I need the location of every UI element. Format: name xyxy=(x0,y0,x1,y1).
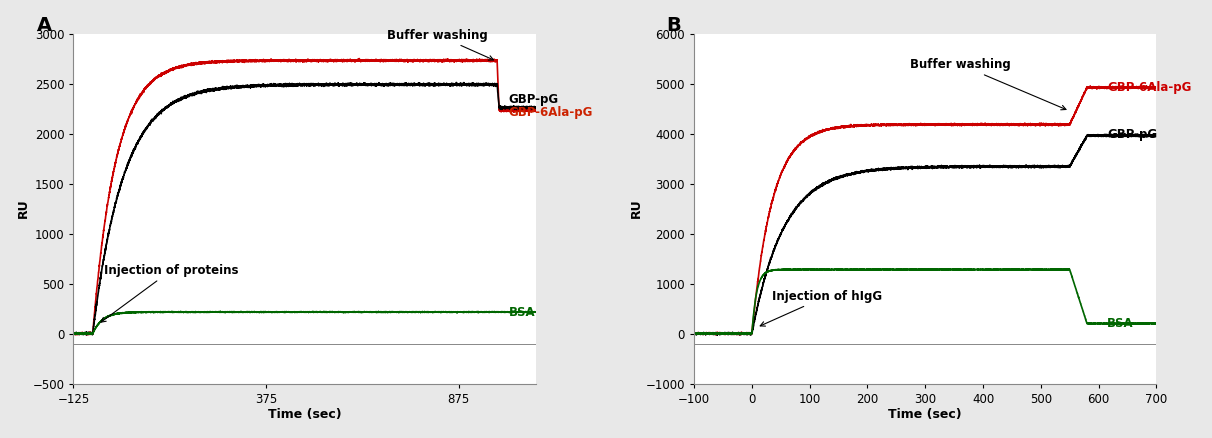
Text: BSA: BSA xyxy=(1108,317,1134,330)
Text: Injection of hIgG: Injection of hIgG xyxy=(760,290,882,326)
Text: B: B xyxy=(667,16,681,35)
Text: GBP-pG: GBP-pG xyxy=(509,93,559,106)
Text: GBP-6Ala-pG: GBP-6Ala-pG xyxy=(509,106,593,119)
Text: Buffer washing: Buffer washing xyxy=(387,28,493,60)
Text: Buffer washing: Buffer washing xyxy=(909,58,1067,110)
X-axis label: Time (sec): Time (sec) xyxy=(268,408,342,421)
Text: A: A xyxy=(36,16,52,35)
Text: GBP-pG: GBP-pG xyxy=(1108,128,1157,141)
Y-axis label: RU: RU xyxy=(17,199,29,218)
X-axis label: Time (sec): Time (sec) xyxy=(888,408,962,421)
Y-axis label: RU: RU xyxy=(630,199,642,218)
Text: BSA: BSA xyxy=(509,306,536,318)
Text: Injection of proteins: Injection of proteins xyxy=(101,264,239,322)
Text: GBP-6Ala-pG: GBP-6Ala-pG xyxy=(1108,81,1191,94)
